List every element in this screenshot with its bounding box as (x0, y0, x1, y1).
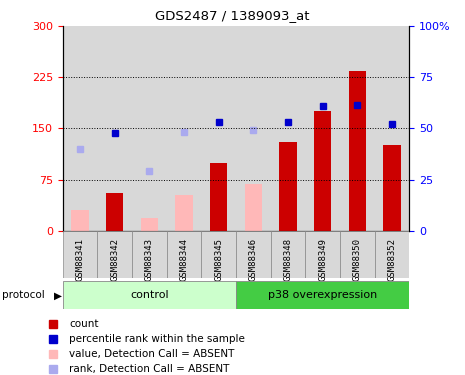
Text: p38 overexpression: p38 overexpression (268, 290, 377, 300)
Bar (340, 26, 374, 231)
Bar (141, 218, 158, 231)
Bar (201, 231, 236, 278)
Text: GSM88352: GSM88352 (387, 238, 396, 280)
Bar (375, 231, 409, 278)
Bar (132, 231, 166, 278)
Bar (279, 142, 297, 231)
Text: GDS2487 / 1389093_at: GDS2487 / 1389093_at (155, 9, 310, 22)
Text: GSM88349: GSM88349 (318, 238, 327, 280)
Bar (349, 70, 366, 231)
Bar (175, 195, 193, 231)
Bar (305, 231, 340, 278)
Text: GSM88348: GSM88348 (284, 238, 292, 280)
Text: GSM88342: GSM88342 (110, 238, 119, 280)
Bar (236, 281, 409, 309)
Text: GSM88344: GSM88344 (179, 238, 188, 280)
Bar (63, 26, 98, 231)
Text: rank, Detection Call = ABSENT: rank, Detection Call = ABSENT (69, 364, 229, 374)
Bar (166, 26, 201, 231)
Bar (201, 26, 236, 231)
Bar (245, 184, 262, 231)
Bar (72, 210, 89, 231)
Text: ▶: ▶ (53, 290, 61, 300)
Bar (236, 231, 271, 278)
Bar (98, 26, 132, 231)
Bar (132, 26, 166, 231)
Text: protocol: protocol (2, 290, 45, 300)
Bar (167, 231, 201, 278)
Bar (210, 162, 227, 231)
Text: value, Detection Call = ABSENT: value, Detection Call = ABSENT (69, 349, 234, 359)
Bar (63, 281, 236, 309)
Bar (374, 26, 409, 231)
Bar (106, 193, 123, 231)
Bar (340, 231, 374, 278)
Bar (63, 231, 98, 278)
Bar (271, 231, 305, 278)
Text: count: count (69, 319, 99, 329)
Text: GSM88343: GSM88343 (145, 238, 154, 280)
Bar (236, 26, 271, 231)
Text: GSM88350: GSM88350 (353, 238, 362, 280)
Bar (305, 26, 340, 231)
Text: percentile rank within the sample: percentile rank within the sample (69, 334, 245, 344)
Text: GSM88345: GSM88345 (214, 238, 223, 280)
Text: control: control (130, 290, 169, 300)
Text: GSM88341: GSM88341 (76, 238, 85, 280)
Bar (98, 231, 132, 278)
Text: GSM88346: GSM88346 (249, 238, 258, 280)
Bar (314, 111, 331, 231)
Bar (271, 26, 305, 231)
Bar (383, 146, 400, 231)
